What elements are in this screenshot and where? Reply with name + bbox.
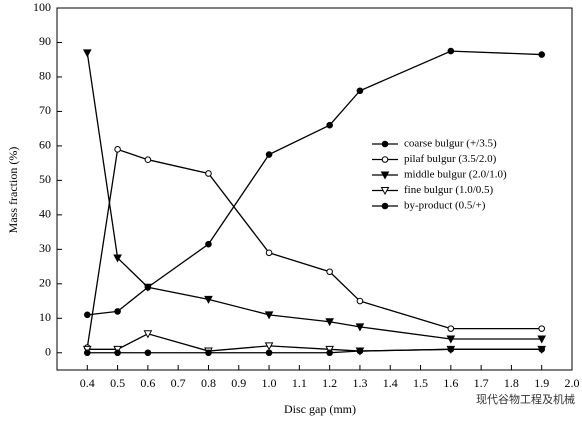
data-point (265, 249, 273, 257)
legend-marker (381, 140, 389, 148)
data-point (114, 349, 121, 357)
data-point (114, 308, 121, 315)
series-line (87, 50, 542, 316)
legend-marker (381, 202, 389, 210)
y-tick-label: 50 (39, 172, 51, 186)
y-tick-label: 0 (45, 345, 51, 359)
x-tick-label: 1.0 (262, 376, 277, 390)
x-tick-label: 1.3 (352, 376, 367, 390)
legend-label: coarse bulgur (+/3.5) (404, 138, 497, 150)
series-line (87, 333, 542, 352)
data-point (356, 347, 364, 355)
data-point (264, 342, 274, 351)
data-point (447, 325, 455, 332)
data-point (325, 318, 334, 327)
legend-marker (380, 187, 390, 196)
data-point (447, 47, 455, 55)
y-tick-label: 60 (39, 138, 51, 152)
y-tick-label: 20 (39, 276, 51, 290)
data-point (447, 346, 455, 353)
y-tick-label: 10 (39, 310, 51, 324)
data-point (537, 335, 547, 344)
data-point (446, 335, 456, 344)
watermark: 现代谷物工程及机械 (476, 392, 575, 406)
x-tick-label: 1.2 (322, 376, 337, 390)
plot-frame (56, 7, 573, 371)
legend-marker (380, 171, 390, 180)
data-point (83, 311, 91, 319)
data-point (326, 268, 333, 276)
y-axis-label: Mass fraction (%) (6, 147, 20, 234)
data-point (265, 151, 273, 158)
x-tick-label: 1.4 (383, 376, 398, 390)
data-point (538, 346, 546, 353)
data-point (114, 146, 121, 153)
legend-marker (381, 156, 389, 163)
y-tick-label: 40 (39, 207, 51, 221)
x-axis-label: Disc gap (mm) (284, 402, 356, 416)
series-line (87, 348, 542, 354)
data-point (356, 297, 364, 305)
data-point (264, 311, 274, 320)
data-point (205, 240, 212, 248)
y-tick-label: 100 (33, 0, 51, 14)
y-tick-label: 30 (39, 241, 51, 255)
x-tick-label: 1.1 (292, 376, 307, 390)
data-point (355, 323, 365, 332)
data-point (356, 87, 364, 95)
x-tick-label: 0.7 (171, 376, 186, 390)
data-point (144, 156, 152, 163)
x-tick-label: 1.7 (474, 376, 489, 390)
x-tick-label: 0.9 (231, 376, 246, 390)
x-tick-label: 2.0 (565, 376, 580, 390)
x-tick-label: 1.6 (443, 376, 458, 390)
data-point (144, 349, 152, 357)
data-point (113, 254, 122, 263)
data-point (538, 51, 546, 58)
data-point (326, 121, 333, 129)
legend-label: by-product (0.5/+) (404, 200, 486, 212)
x-tick-label: 1.9 (534, 376, 549, 390)
x-tick-label: 0.8 (201, 376, 216, 390)
data-point (205, 349, 212, 357)
data-point (143, 330, 153, 339)
data-point (265, 349, 273, 357)
y-tick-label: 70 (39, 103, 51, 117)
data-point (538, 325, 546, 332)
x-tick-label: 1.8 (504, 376, 519, 390)
data-point (204, 295, 213, 304)
legend-label: pilaf bulgur (3.5/2.0) (404, 153, 497, 165)
legend-label: middle bulgur (2.0/1.0) (404, 169, 507, 181)
data-point (205, 170, 212, 177)
x-tick-label: 0.4 (80, 376, 95, 390)
legend-label: fine bulgur (1.0/0.5) (404, 184, 494, 196)
data-point (143, 283, 153, 292)
y-tick-label: 90 (39, 34, 51, 48)
x-tick-label: 0.5 (110, 376, 125, 390)
data-point (326, 349, 333, 357)
data-point (83, 349, 91, 357)
data-point (82, 49, 92, 58)
y-tick-label: 80 (39, 69, 51, 83)
x-tick-label: 0.6 (140, 376, 155, 390)
x-tick-label: 1.5 (413, 376, 428, 390)
